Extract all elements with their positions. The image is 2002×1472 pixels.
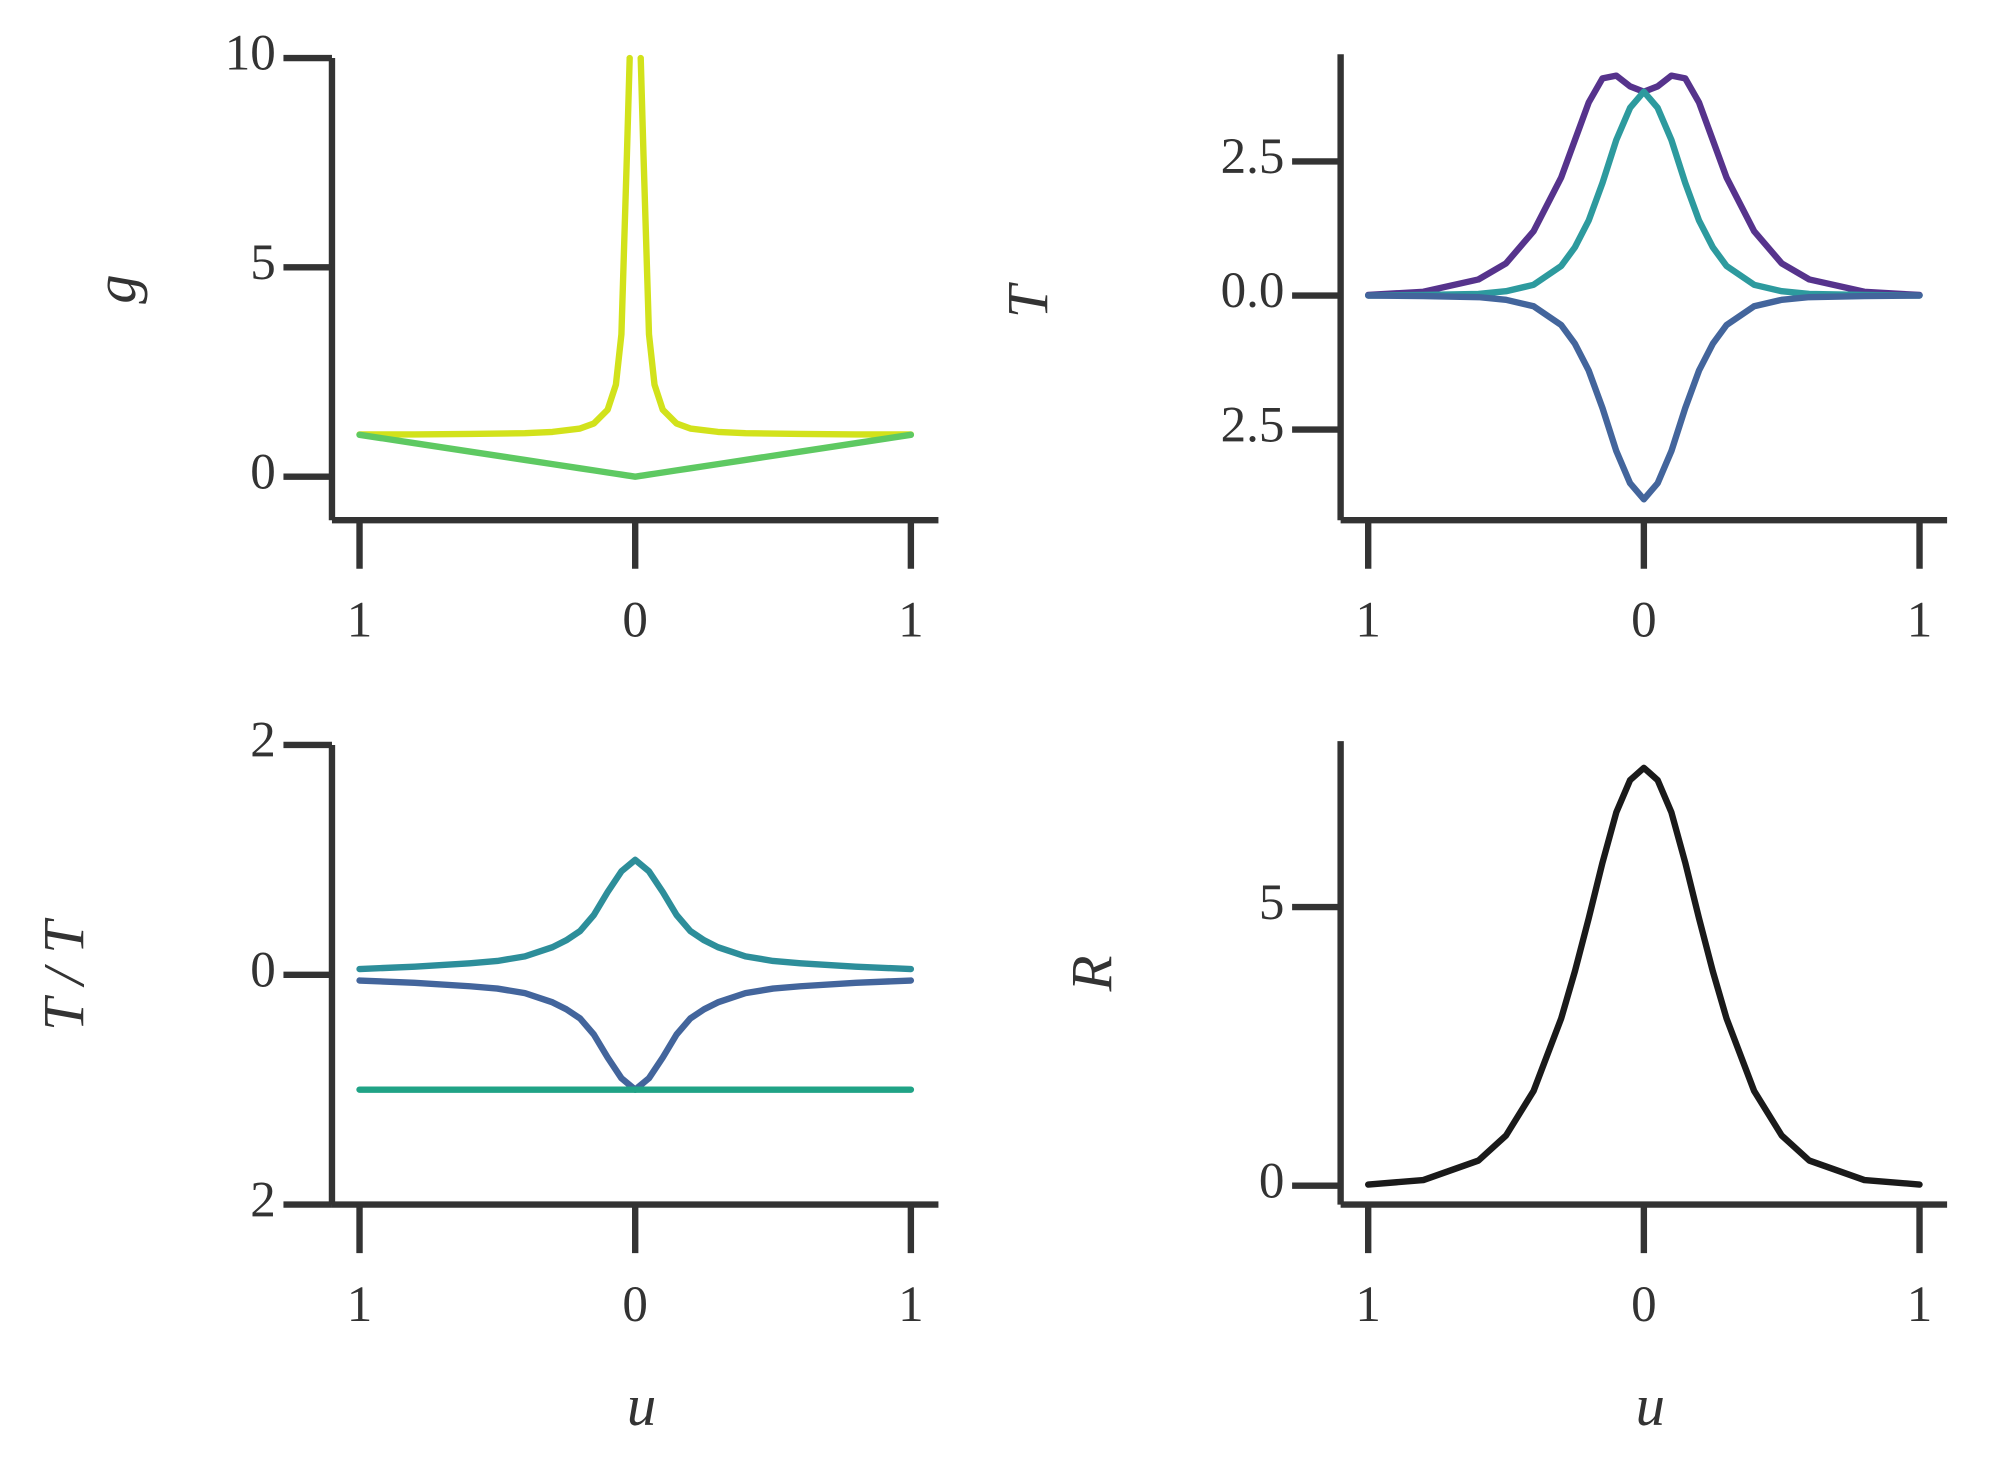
y-tick-label: 0.0 bbox=[1221, 262, 1285, 319]
x-tick-label: 0 bbox=[622, 1276, 648, 1333]
data-line bbox=[356, 54, 915, 438]
x-tick-label: 1 bbox=[898, 592, 924, 649]
x-tick-label: 1 bbox=[1355, 1276, 1381, 1333]
x-tick-label: 1 bbox=[1355, 592, 1381, 649]
data-line bbox=[1364, 292, 1923, 503]
y-tick-label: 10 bbox=[225, 25, 276, 82]
y-tick-label: 0 bbox=[1259, 1152, 1285, 1209]
y-axis-label: R bbox=[1060, 956, 1125, 993]
plot-area bbox=[1364, 72, 1923, 503]
y-tick-label: 0 bbox=[250, 443, 276, 500]
y-tick-label: 2 bbox=[250, 712, 276, 769]
data-line bbox=[356, 856, 915, 973]
x-tick-label: 0 bbox=[1631, 592, 1657, 649]
plot-area bbox=[356, 54, 915, 480]
x-tick-label: 0 bbox=[622, 592, 648, 649]
y-axis-label: g bbox=[83, 274, 148, 303]
y-tick-label: 5 bbox=[1259, 874, 1285, 931]
y-tick-label: 2.5 bbox=[1221, 128, 1285, 185]
x-tick-label: 1 bbox=[347, 1276, 373, 1333]
y-tick-label: 2.5 bbox=[1221, 396, 1285, 453]
x-tick-label: 1 bbox=[347, 592, 373, 649]
x-axis-label: u bbox=[627, 1373, 656, 1438]
plot-area bbox=[356, 856, 915, 1093]
x-axis-label: u bbox=[1636, 1373, 1665, 1438]
y-axis-label: T bbox=[996, 281, 1061, 318]
y-axis-label: T / T bbox=[32, 917, 97, 1031]
data-line bbox=[1364, 72, 1923, 299]
x-tick-label: 1 bbox=[898, 1276, 924, 1333]
data-line bbox=[356, 977, 915, 1093]
x-tick-label: 1 bbox=[1907, 1276, 1933, 1333]
y-tick-label: 5 bbox=[250, 234, 276, 291]
x-tick-label: 0 bbox=[1631, 1276, 1657, 1333]
data-line bbox=[1364, 764, 1923, 1188]
data-line bbox=[1364, 88, 1923, 299]
x-tick-label: 1 bbox=[1907, 592, 1933, 649]
y-tick-label: 2 bbox=[250, 1171, 276, 1228]
data-line bbox=[356, 431, 915, 480]
plot-area bbox=[1364, 764, 1923, 1188]
y-tick-label: 0 bbox=[250, 941, 276, 998]
